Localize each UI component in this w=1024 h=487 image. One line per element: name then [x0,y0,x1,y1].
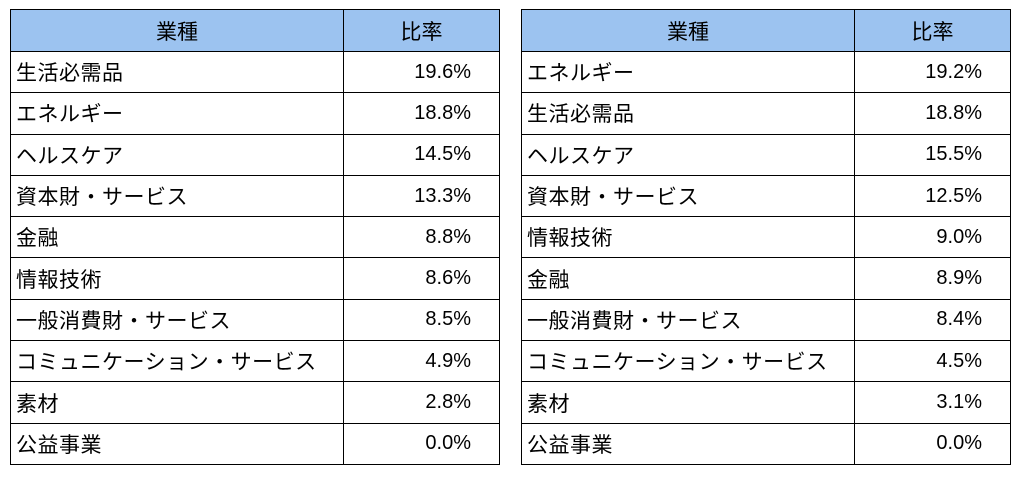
sector-name-cell: 公益事業 [521,422,855,465]
sector-ratio-cell: 4.5% [854,340,1011,383]
sector-ratio-cell: 13.3% [343,174,500,218]
header-ratio: 比率 [854,9,1011,52]
sector-name-cell: エネルギー [10,92,344,135]
sector-name-cell: 一般消費財・サービス [521,298,855,342]
table-row: 生活必需品 18.8% [521,92,1011,135]
sector-name-cell: 素材 [521,381,855,424]
sector-table-left: 業種 比率 生活必需品 19.6% エネルギー 18.8% ヘルスケア 14.5% 資本財・… [10,9,500,465]
sector-ratio-cell: 0.0% [854,422,1011,465]
sector-name-cell: 金融 [10,216,344,259]
sector-ratio-cell: 18.8% [854,92,1011,135]
table-row: 素材 3.1% [521,381,1011,424]
sector-table-right: 業種 比率 エネルギー 19.2% 生活必需品 18.8% ヘルスケア 15.5% 資本財・… [521,9,1011,465]
table-row: 金融 8.8% [10,216,500,259]
sector-name-cell: 金融 [521,257,855,300]
header-sector: 業種 [521,9,855,52]
sector-ratio-cell: 15.5% [854,133,1011,176]
sector-name-cell: 資本財・サービス [521,174,855,218]
table-row: 金融 8.9% [521,257,1011,300]
sector-ratio-cell: 19.2% [854,50,1011,94]
sector-name-cell: コミュニケーション・サービス [10,340,344,383]
table-row: ヘルスケア 14.5% [10,133,500,176]
table-row: 素材 2.8% [10,381,500,424]
sector-ratio-cell: 8.5% [343,298,500,342]
sector-ratio-cell: 9.0% [854,216,1011,259]
header-row: 業種 比率 [10,9,500,52]
sector-ratio-cell: 18.8% [343,92,500,135]
table-row: ヘルスケア 15.5% [521,133,1011,176]
sector-ratio-cell: 12.5% [854,174,1011,218]
sector-ratio-cell: 8.4% [854,298,1011,342]
table-row: 資本財・サービス 12.5% [521,174,1011,218]
header-sector: 業種 [10,9,344,52]
table-row: 一般消費財・サービス 8.4% [521,298,1011,342]
table-row: コミュニケーション・サービス 4.9% [10,340,500,383]
sector-ratio-cell: 0.0% [343,422,500,465]
sector-ratio-cell: 8.6% [343,257,500,300]
sector-name-cell: 素材 [10,381,344,424]
table-row: コミュニケーション・サービス 4.5% [521,340,1011,383]
table-row: 公益事業 0.0% [521,422,1011,465]
sector-name-cell: ヘルスケア [10,133,344,176]
table-row: エネルギー 19.2% [521,50,1011,94]
table-row: 情報技術 9.0% [521,216,1011,259]
sector-ratio-cell: 4.9% [343,340,500,383]
sector-ratio-cell: 8.9% [854,257,1011,300]
table-row: 情報技術 8.6% [10,257,500,300]
table-row: エネルギー 18.8% [10,92,500,135]
sector-name-cell: コミュニケーション・サービス [521,340,855,383]
table-row: 資本財・サービス 13.3% [10,174,500,218]
sector-ratio-cell: 19.6% [343,50,500,94]
sector-name-cell: ヘルスケア [521,133,855,176]
sector-ratio-cell: 14.5% [343,133,500,176]
sector-ratio-cell: 2.8% [343,381,500,424]
sector-name-cell: 資本財・サービス [10,174,344,218]
table-row: 公益事業 0.0% [10,422,500,465]
sector-name-cell: 生活必需品 [10,50,344,94]
header-row: 業種 比率 [521,9,1011,52]
sector-ratio-cell: 8.8% [343,216,500,259]
sector-name-cell: 公益事業 [10,422,344,465]
sector-name-cell: 一般消費財・サービス [10,298,344,342]
sector-name-cell: 情報技術 [521,216,855,259]
sector-ratio-cell: 3.1% [854,381,1011,424]
header-ratio: 比率 [343,9,500,52]
sector-name-cell: 生活必需品 [521,92,855,135]
sector-name-cell: エネルギー [521,50,855,94]
table-row: 生活必需品 19.6% [10,50,500,94]
sector-name-cell: 情報技術 [10,257,344,300]
table-row: 一般消費財・サービス 8.5% [10,298,500,342]
